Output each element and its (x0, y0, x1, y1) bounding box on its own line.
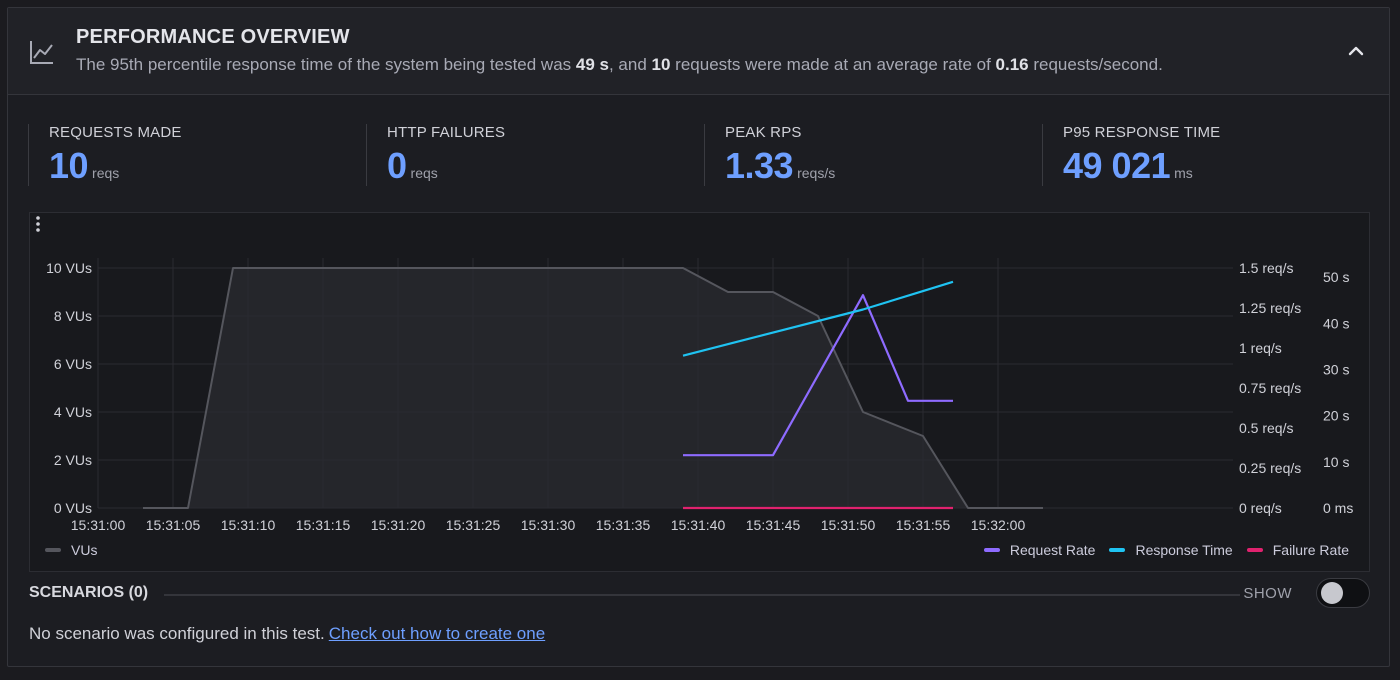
x-tick-label: 15:31:05 (146, 517, 201, 533)
stat-value: 1.33 (725, 145, 794, 186)
x-tick-label: 15:31:15 (296, 517, 351, 533)
no-scenario-message: No scenario was configured in this test.… (29, 624, 545, 644)
stat-unit: reqs (410, 165, 438, 181)
series-area-vus (143, 268, 1043, 508)
x-tick-label: 15:31:40 (671, 517, 726, 533)
line-chart-icon (30, 41, 53, 64)
scenarios-title: SCENARIOS (0) (29, 584, 149, 601)
chevron-up-icon[interactable] (1345, 40, 1367, 62)
legend-swatch (1109, 548, 1126, 552)
x-tick-label: 15:31:50 (821, 517, 876, 533)
panel-header: PERFORMANCE OVERVIEW The 95th percentile… (8, 8, 1389, 95)
y-left-tick-label: 4 VUs (54, 404, 92, 420)
chart-canvas: 15:31:00 15:31:05 15:31:10 15:31:15 15:31:20… (46, 258, 1353, 533)
stat-label: HTTP FAILURES (387, 124, 506, 141)
y-rate-tick-label: 1 req/s (1239, 340, 1282, 356)
toggle-knob (1321, 582, 1343, 604)
y-left-tick-label: 10 VUs (46, 260, 92, 276)
empty-text: No scenario was configured in this test. (29, 624, 325, 643)
show-scenarios-toggle[interactable] (1316, 578, 1370, 608)
y-time-tick-label: 10 s (1323, 454, 1349, 470)
stat-unit: reqs/s (797, 165, 836, 181)
y-time-tick-label: 20 s (1323, 408, 1349, 424)
legend-item-request-rate[interactable]: Request Rate (983, 542, 1096, 558)
legend-swatch (1246, 548, 1263, 552)
stat-label: REQUESTS MADE (49, 124, 182, 141)
x-tick-label: 15:32:00 (971, 517, 1026, 533)
divider (164, 594, 1240, 596)
legend-item-vus[interactable]: VUs (45, 542, 97, 558)
performance-overview-panel: PERFORMANCE OVERVIEW The 95th percentile… (7, 7, 1390, 667)
x-tick-label: 15:31:55 (896, 517, 951, 533)
stat-unit: reqs (92, 165, 120, 181)
performance-chart: 15:31:00 15:31:05 15:31:10 15:31:15 15:31:20… (29, 212, 1370, 572)
stat-value: 49 021 (1063, 145, 1171, 186)
y-left-tick-label: 6 VUs (54, 356, 92, 372)
scenarios-section: SCENARIOS (0) SHOW (29, 578, 1370, 620)
y-rate-tick-label: 0.75 req/s (1239, 380, 1301, 396)
y-rate-tick-label: 0.25 req/s (1239, 460, 1301, 476)
x-tick-label: 15:31:45 (746, 517, 801, 533)
stat-requests-made: REQUESTS MADE 10 reqs (28, 124, 182, 186)
y-left-tick-label: 0 VUs (54, 500, 92, 516)
stat-label: PEAK RPS (725, 124, 802, 141)
y-rate-tick-label: 1.5 req/s (1239, 260, 1293, 276)
legend-label: Failure Rate (1272, 542, 1349, 558)
stat-value: 0 (387, 145, 407, 186)
legend-swatch (983, 548, 1000, 552)
y-time-tick-label: 0 ms (1323, 500, 1353, 516)
series-line-request-rate (683, 294, 953, 457)
y-time-tick-label: 40 s (1323, 315, 1349, 331)
stats-row: REQUESTS MADE 10 reqs HTTP FAILURES 0 reqs… (8, 96, 1389, 208)
y-time-tick-label: 50 s (1323, 269, 1349, 285)
stat-label: P95 RESPONSE TIME (1063, 124, 1221, 141)
stat-p95-response-time: P95 RESPONSE TIME 49 021 ms (1042, 124, 1220, 186)
x-tick-label: 15:31:30 (521, 517, 576, 533)
legend-swatch (45, 548, 61, 552)
legend-label: Response Time (1135, 542, 1233, 558)
y-time-tick-label: 30 s (1323, 362, 1349, 378)
y-rate-tick-label: 0.5 req/s (1239, 420, 1293, 436)
show-label: SHOW (1243, 585, 1292, 602)
x-tick-label: 15:31:25 (446, 517, 501, 533)
panel-description: The 95th percentile response time of the… (76, 55, 1163, 74)
stat-value: 10 (49, 145, 89, 186)
y-rate-tick-label: 0 req/s (1239, 500, 1282, 516)
legend-left: VUs (45, 542, 97, 558)
series-line-vus (143, 267, 1043, 509)
legend-label: VUs (71, 542, 98, 558)
x-tick-label: 15:31:00 (71, 517, 126, 533)
stat-http-failures: HTTP FAILURES 0 reqs (366, 124, 505, 186)
x-tick-label: 15:31:20 (371, 517, 426, 533)
legend-label: Request Rate (1009, 542, 1096, 558)
x-tick-label: 15:31:35 (596, 517, 651, 533)
legend-item-failure-rate[interactable]: Failure Rate (1246, 542, 1349, 558)
legend-right: Request Rate Response Time Failure Rate (983, 542, 1349, 558)
x-tick-label: 15:31:10 (221, 517, 276, 533)
series-line-response-time (682, 280, 954, 357)
panel-title: PERFORMANCE OVERVIEW (76, 26, 350, 48)
stat-peak-rps: PEAK RPS 1.33 reqs/s (704, 124, 835, 186)
legend-item-response-time[interactable]: Response Time (1109, 542, 1233, 558)
kebab-menu-icon[interactable] (30, 213, 46, 235)
y-left-tick-label: 8 VUs (54, 308, 92, 324)
stat-unit: ms (1174, 165, 1193, 181)
create-scenario-link[interactable]: Check out how to create one (328, 624, 546, 643)
y-left-tick-label: 2 VUs (54, 452, 92, 468)
y-rate-tick-label: 1.25 req/s (1239, 300, 1301, 316)
